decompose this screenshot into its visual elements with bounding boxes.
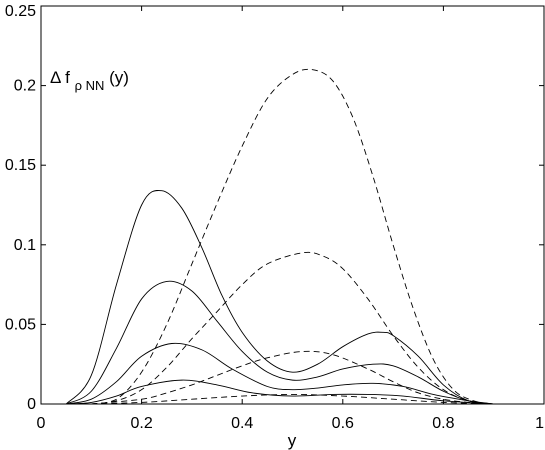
curve-annotation: Δ f ρ NN (y) xyxy=(50,68,129,94)
y-tick-label: 0.25 xyxy=(5,3,36,20)
x-tick-label: 0.6 xyxy=(332,415,354,432)
y-tick-label: 0.15 xyxy=(5,157,36,174)
x-tick-label: 0.4 xyxy=(231,415,253,432)
dashed-curve-6 xyxy=(91,251,494,405)
y-tick-label: 0.2 xyxy=(14,78,36,95)
annotation-subscript: ρ NN xyxy=(75,78,105,93)
dashed-curve-8 xyxy=(91,393,494,405)
solid-curve-3 xyxy=(66,342,494,405)
series-group xyxy=(65,68,494,405)
solid-curve-4 xyxy=(66,379,494,405)
y-tick-label: 0 xyxy=(27,396,36,413)
solid-curve-1 xyxy=(65,190,494,405)
annotation-suffix: (y) xyxy=(109,68,129,87)
x-axis-label: y xyxy=(288,431,297,450)
solid-curve-2 xyxy=(65,280,494,405)
dashed-curve-7 xyxy=(91,350,494,405)
x-tick-label: 1 xyxy=(535,415,544,432)
x-tick-label: 0.8 xyxy=(432,415,454,432)
annotation-prefix: Δ f xyxy=(50,68,70,87)
x-tick-label: 0 xyxy=(37,415,46,432)
y-tick-label: 0.05 xyxy=(5,316,36,333)
x-tick-label: 0.2 xyxy=(130,415,152,432)
plot-frame xyxy=(40,5,545,405)
y-tick-label: 0.1 xyxy=(14,237,36,254)
dashed-curve-5 xyxy=(91,68,494,405)
ticks-group: 0 0.2 0.4 0.6 0.8 1 0 0.05 0.1 0.15 0.2 0.25 xyxy=(5,3,545,432)
